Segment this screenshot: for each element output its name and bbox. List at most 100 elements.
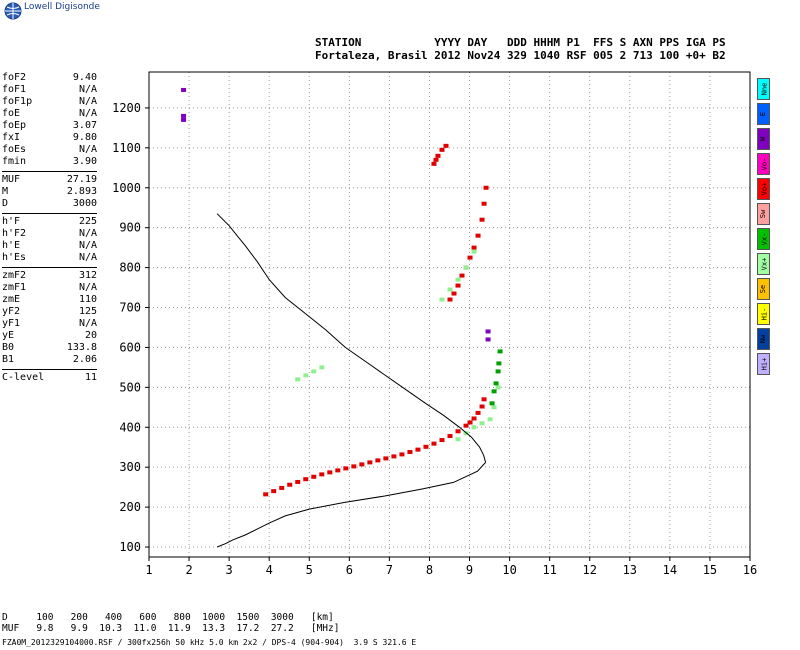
param-row: foF1p N/A [2, 96, 97, 108]
echo-point [439, 147, 445, 152]
echo-point [279, 485, 285, 490]
param-row: fmin 3.90 [2, 156, 97, 168]
echo-point [383, 456, 389, 461]
param-group-confidence: C-level 11 [2, 372, 97, 384]
echo-point [475, 410, 481, 415]
echo-point [447, 434, 453, 439]
param-value: 9.40 [72, 72, 97, 83]
param-row: foEp 3.07 [2, 120, 97, 132]
divider [2, 369, 97, 370]
echo-point [471, 416, 477, 421]
param-label: foF2 [2, 72, 27, 83]
echo-point [375, 458, 381, 463]
y-tick-label: 400 [119, 420, 141, 434]
param-row: B1 2.06 [2, 354, 97, 366]
x-tick-label: 12 [583, 563, 597, 577]
echo-point [391, 454, 397, 459]
param-value: N/A [78, 144, 97, 155]
param-row: yF1 N/A [2, 318, 97, 330]
echo-point [263, 492, 269, 497]
legend-swatch-vo: Vo- [757, 153, 770, 175]
legend-label: W [759, 136, 768, 142]
echo-point [181, 113, 187, 118]
echo-point [431, 441, 437, 446]
legend-swatch-e: E [757, 103, 770, 125]
echo-point [423, 444, 429, 449]
legend-swatch-sw: Sw [757, 203, 770, 225]
legend-swatch-w: W [757, 128, 770, 150]
param-row: zmF1 N/A [2, 282, 97, 294]
echo-point [475, 233, 481, 238]
legend-label: E [759, 111, 768, 117]
echo-point [455, 277, 461, 282]
legend-label: Sw [759, 209, 768, 219]
echo-point [335, 468, 341, 473]
param-label: foEs [2, 144, 27, 155]
brand-label: Lowell Digisonde [24, 2, 100, 12]
echo-point [319, 472, 325, 477]
param-value: 3.90 [72, 156, 97, 167]
x-tick-label: 6 [346, 563, 353, 577]
echo-point [407, 450, 413, 455]
echo-point [443, 143, 449, 148]
plot-frame [148, 71, 751, 558]
lowell-globe-icon [4, 2, 22, 20]
echo-point [485, 329, 491, 334]
param-label: foF1p [2, 96, 33, 107]
param-label: foEp [2, 120, 27, 131]
echo-point [311, 369, 317, 374]
echo-point [433, 157, 439, 162]
param-label: yF1 [2, 318, 21, 329]
param-row: M 2.893 [2, 186, 97, 198]
echo-traces [181, 87, 503, 497]
x-tick-label: 7 [386, 563, 393, 577]
param-row: B0 133.8 [2, 342, 97, 354]
param-value: 9.80 [72, 132, 97, 143]
echo-point [351, 464, 357, 469]
legend-label: Vo- [760, 157, 769, 171]
echo-point [459, 273, 465, 278]
x-tick-label: 11 [542, 563, 556, 577]
param-row: h'E N/A [2, 240, 97, 252]
param-label: yE [2, 330, 15, 341]
param-group-muf: MUF 27.19 M 2.893 D 3000 [2, 174, 97, 210]
param-row: foEs N/A [2, 144, 97, 156]
y-tick-label: 1000 [112, 181, 141, 195]
param-row: D 3000 [2, 198, 97, 210]
legend-label: Nne [760, 82, 769, 96]
echo-point [481, 201, 487, 206]
echo-point [496, 361, 502, 366]
legend-label: Vx- [760, 232, 769, 246]
echo-point [311, 474, 317, 479]
y-tick-label: 1100 [112, 141, 141, 155]
y-axis-ticks: 100 200 300 400 500 600 700 800 900 1000 1100 1200 [112, 101, 149, 554]
y-tick-label: 100 [119, 540, 141, 554]
legend-swatch-hi: Hi+ [757, 353, 770, 375]
echo-point [181, 117, 187, 122]
x-tick-label: 2 [185, 563, 192, 577]
echo-point [497, 349, 503, 354]
param-value: 312 [78, 270, 97, 281]
legend-swatch-vo: Vo+ [757, 178, 770, 200]
echo-point [487, 417, 493, 422]
legend-swatch-nw: Nw [757, 328, 770, 350]
param-value: 20 [84, 330, 97, 341]
param-label: h'F [2, 216, 21, 227]
legend-label: Vx+ [760, 257, 769, 271]
param-label: B0 [2, 342, 15, 353]
echo-point [455, 283, 461, 288]
x-tick-label: 1 [145, 563, 152, 577]
param-value: 27.19 [66, 174, 97, 185]
echo-point [359, 462, 365, 467]
x-tick-label: 8 [426, 563, 433, 577]
legend-label: Se [759, 284, 768, 294]
param-row: C-level 11 [2, 372, 97, 384]
chart-grid [149, 72, 750, 557]
echo-point [431, 161, 437, 166]
echo-point [489, 401, 495, 406]
param-label: zmE [2, 294, 21, 305]
x-tick-label: 14 [663, 563, 677, 577]
param-label: h'E [2, 240, 21, 251]
divider [2, 171, 97, 172]
